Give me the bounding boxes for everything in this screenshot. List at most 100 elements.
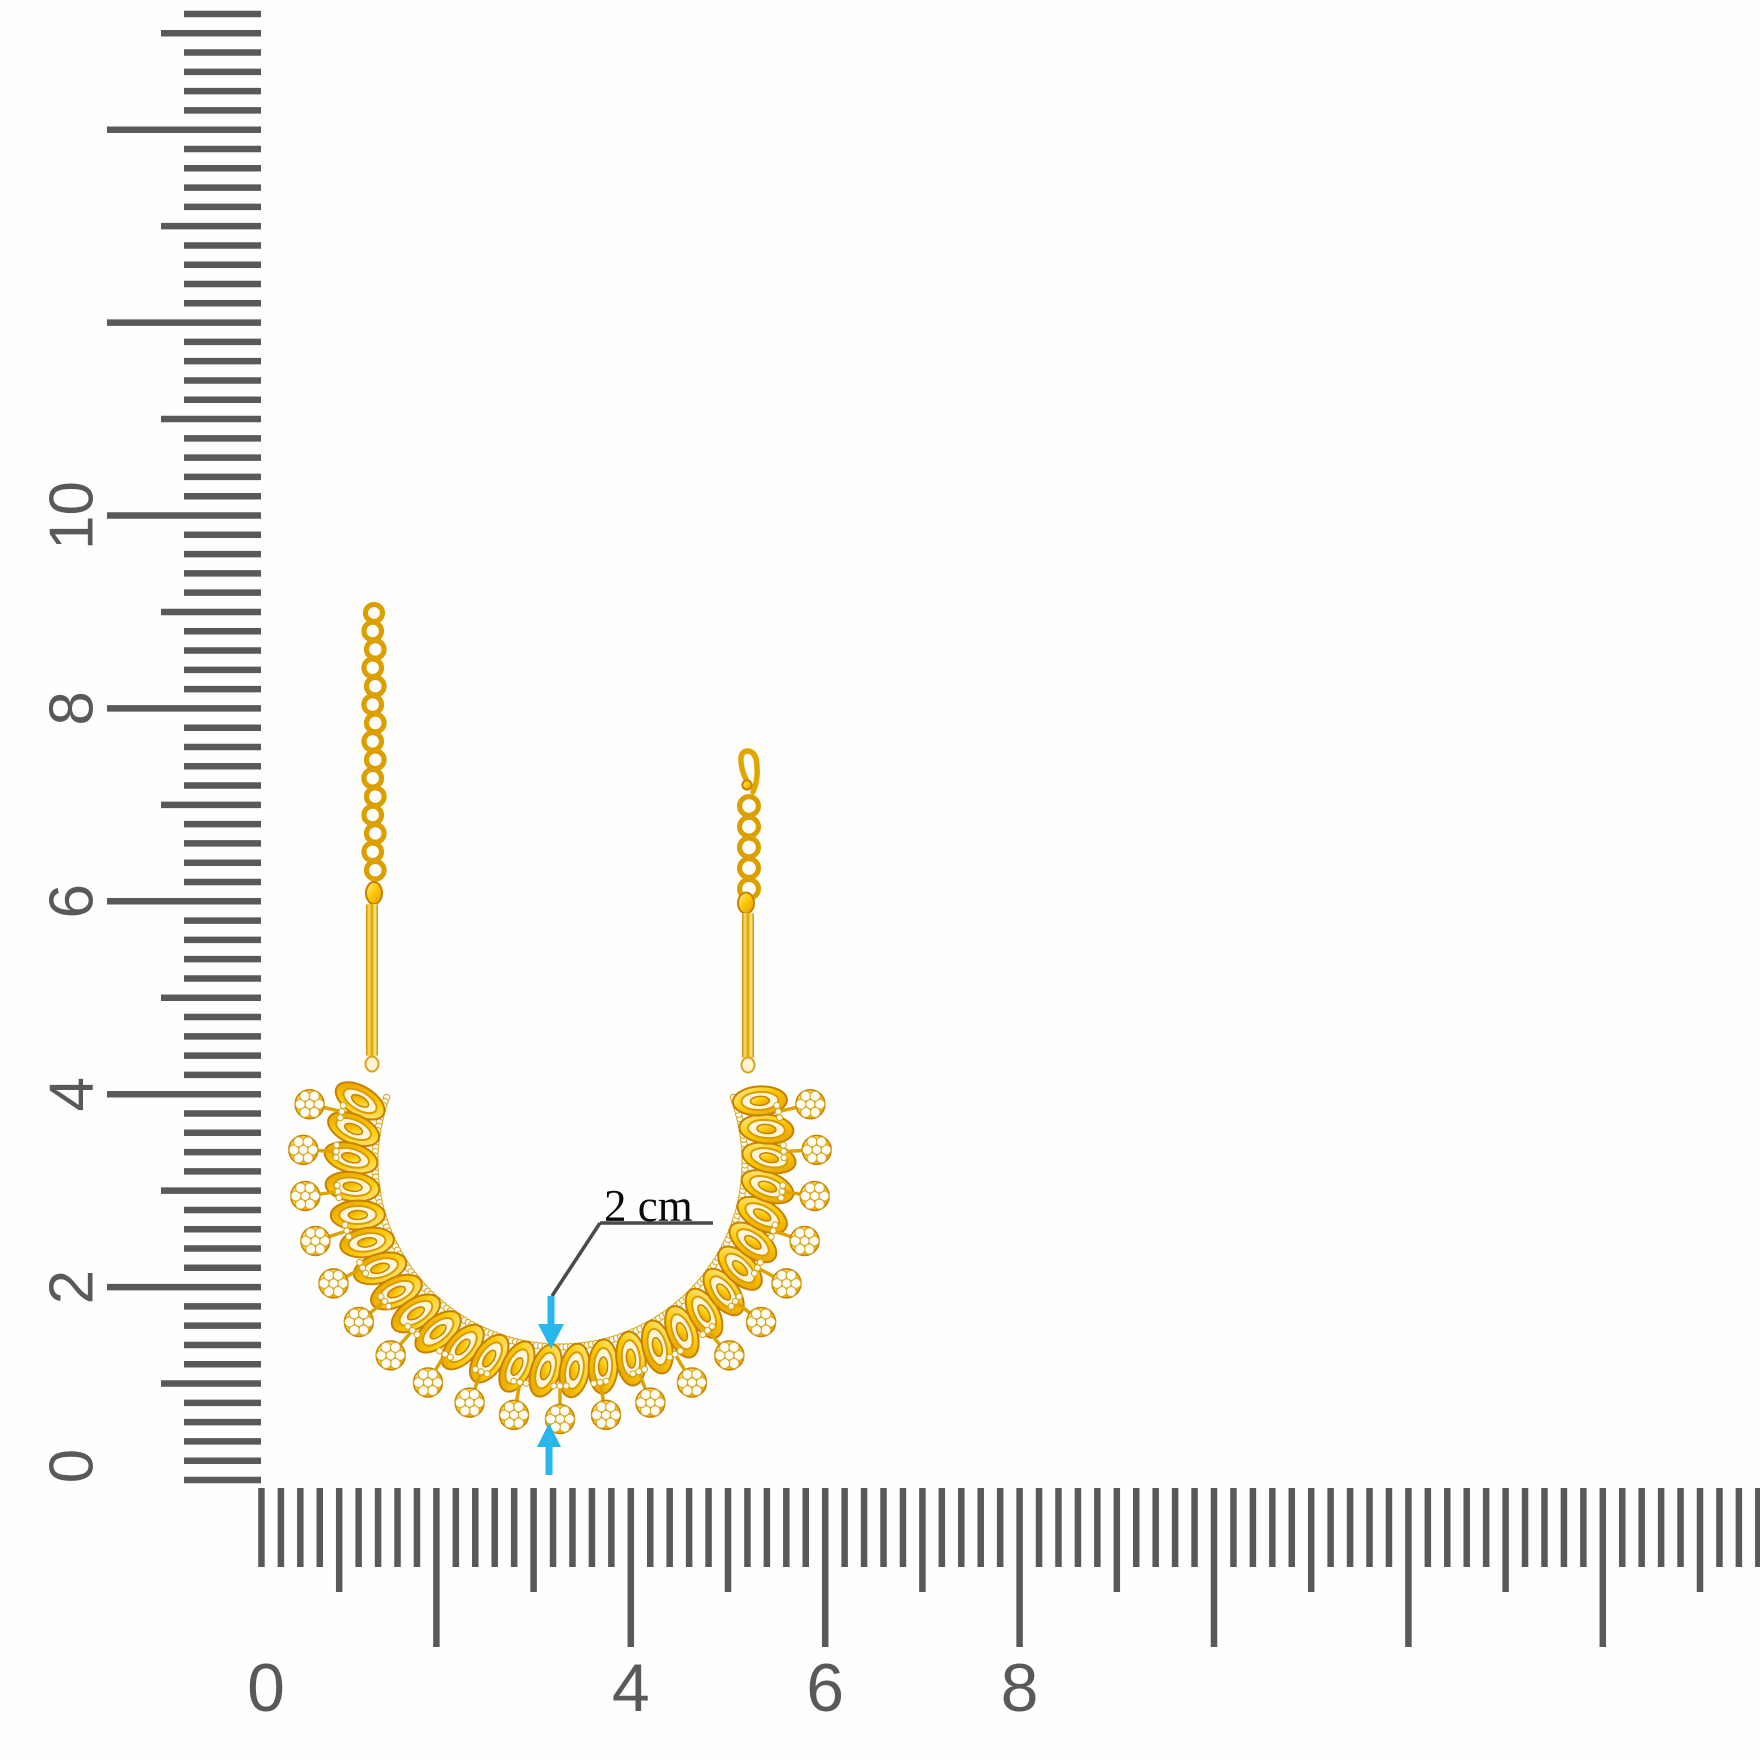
chain-link	[361, 766, 385, 790]
horizontal-ruler-ticks	[258, 1488, 1760, 1647]
tiny-stone	[708, 1322, 716, 1330]
tiny-stone	[483, 1370, 491, 1378]
daisy-flower-drop	[318, 1268, 349, 1299]
leader-line	[550, 1222, 602, 1297]
chain-link	[363, 785, 387, 808]
tiny-stone	[332, 1154, 340, 1162]
tiny-stone	[780, 1147, 788, 1155]
daisy-flower-drop	[375, 1340, 406, 1371]
chain-link	[363, 674, 387, 698]
chain-link	[361, 656, 385, 680]
tiny-stone	[727, 1302, 735, 1310]
tiny-stone	[735, 1292, 743, 1301]
measure-arrow-up-icon	[537, 1423, 561, 1475]
daisy-flower-drop	[343, 1306, 375, 1338]
daisy-flower-drop	[288, 1134, 319, 1166]
tiny-stone	[666, 1353, 674, 1361]
tiny-stone	[336, 1114, 344, 1122]
tiny-stone	[335, 1194, 343, 1202]
chain-connector	[737, 891, 755, 915]
tiny-stone	[776, 1114, 784, 1122]
tiny-stone	[385, 1302, 393, 1310]
necklace-flower-drops	[288, 1088, 832, 1435]
daisy-flower-drop	[300, 1225, 331, 1257]
tiny-stone	[750, 1269, 758, 1277]
tiny-stone	[773, 1101, 781, 1110]
tiny-stone	[778, 1188, 786, 1196]
daisy-flower-drop	[412, 1367, 444, 1398]
daisy-flower-drop	[789, 1225, 820, 1257]
tiny-stone	[771, 1221, 779, 1229]
chain-link	[361, 840, 385, 864]
tiny-stone	[345, 1233, 353, 1241]
tiny-stone	[413, 1331, 421, 1339]
necklace-leaf-band	[320, 1073, 800, 1402]
tiny-stone	[780, 1154, 788, 1162]
measurement-annotation: 2 cm	[537, 1181, 713, 1475]
tiny-stone	[774, 1108, 782, 1116]
tiny-stone	[356, 1258, 364, 1266]
connector-bead	[740, 1056, 756, 1074]
vertical-ruler-label: 4	[38, 1077, 107, 1111]
daisy-flower-drop	[590, 1399, 622, 1431]
fine-chain-strand	[742, 913, 754, 1058]
tiny-stone	[562, 1382, 570, 1390]
daisy-flower-drop	[676, 1367, 708, 1398]
chain-end-ring	[362, 601, 386, 625]
daisy-flower-drop	[498, 1399, 530, 1431]
tiny-stone	[641, 1365, 649, 1373]
chain-link	[363, 822, 387, 845]
hook-ball	[741, 779, 753, 791]
tiny-stone	[635, 1368, 643, 1376]
tiny-stone	[338, 1108, 346, 1116]
tiny-stone	[341, 1221, 349, 1229]
daisy-flower-drop	[745, 1306, 777, 1338]
chain-link	[363, 638, 387, 661]
measurement-label: 2 cm	[604, 1181, 693, 1231]
chain-link	[361, 803, 385, 827]
tiny-stone	[477, 1368, 485, 1376]
tiny-stone	[596, 1378, 604, 1386]
tiny-stone	[436, 1347, 444, 1355]
measure-arrow-down-icon	[538, 1296, 564, 1349]
tiny-stone	[556, 1382, 564, 1390]
tiny-stone	[404, 1322, 412, 1330]
tiny-stone	[703, 1326, 712, 1335]
tiny-stone	[590, 1379, 598, 1387]
vertical-ruler-label: 6	[38, 884, 107, 918]
tiny-stone	[769, 1227, 777, 1235]
tiny-stone	[339, 1101, 347, 1110]
vertical-ruler-labels: 0 2 4 6 8 10	[38, 481, 107, 1483]
tiny-stone	[777, 1194, 785, 1202]
connector-bead	[364, 1055, 380, 1073]
necklace-left-chain	[361, 601, 387, 1073]
horizontal-ruler-label: 8	[1001, 1650, 1039, 1726]
daisy-flower-drop	[635, 1387, 666, 1418]
horizontal-ruler-label: 6	[806, 1650, 844, 1726]
tiny-stone	[602, 1377, 610, 1385]
tiny-stone	[753, 1264, 761, 1272]
arrow-head	[537, 1423, 561, 1447]
tiny-stone	[779, 1141, 787, 1149]
tiny-stone	[516, 1378, 524, 1386]
tiny-stone	[359, 1264, 367, 1272]
vertical-ruler-label: 0	[38, 1449, 107, 1483]
tiny-stone	[731, 1297, 739, 1305]
chain-link	[363, 748, 387, 772]
tiny-stone	[362, 1269, 370, 1277]
daisy-flower-drop	[290, 1180, 321, 1212]
gold-leaf-bead	[329, 1199, 386, 1231]
vertical-ruler-ticks	[107, 10, 261, 1484]
tiny-stone	[767, 1233, 775, 1241]
tiny-stone	[550, 1382, 558, 1390]
gold-necklace	[288, 601, 832, 1435]
chain-connector	[365, 881, 383, 905]
chain-link	[363, 858, 387, 882]
chain-link	[361, 619, 385, 643]
daisy-flower-drop	[799, 1180, 830, 1212]
chain-link	[736, 793, 761, 818]
chain-link	[736, 835, 761, 860]
arrow-head	[538, 1324, 564, 1349]
